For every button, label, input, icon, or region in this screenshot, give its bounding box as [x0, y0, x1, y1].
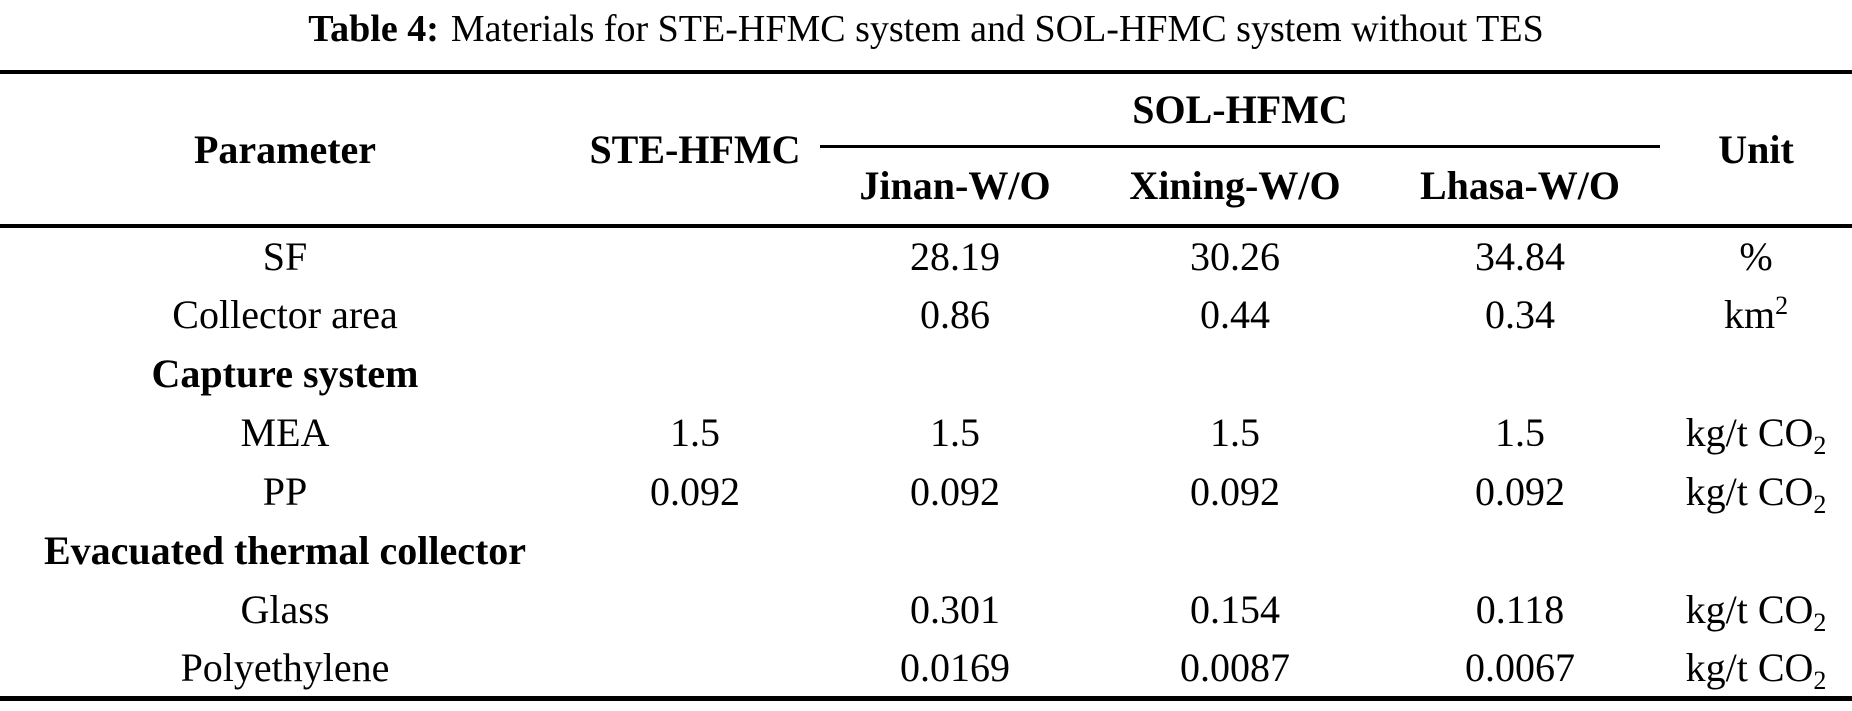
lhasa-value: 1.5 [1495, 410, 1545, 455]
unit-cell: % [1660, 226, 1852, 285]
section-header-cell: Capture system [151, 351, 419, 396]
ste-hfmc-value [570, 580, 820, 639]
xining-value: 0.44 [1200, 292, 1270, 337]
col-header-xining-wo: Xining-W/O [1090, 146, 1380, 228]
col-header-ste-hfmc: STE-HFMC [570, 72, 820, 228]
xining-value: 0.154 [1190, 587, 1280, 632]
unit-subscript: 2 [1813, 665, 1827, 695]
xining-value: 0.092 [1190, 469, 1280, 514]
jinan-value: 0.301 [910, 587, 1000, 632]
lhasa-value: 34.84 [1475, 234, 1565, 279]
unit-cell: kg/t CO2 [1660, 639, 1852, 698]
unit-subscript: 2 [1813, 431, 1827, 460]
table-row: Glass 0.301 0.154 0.118 kg/t CO2 [0, 580, 1852, 639]
parameter-cell: Polyethylene [180, 644, 390, 690]
unit-base: % [1739, 234, 1773, 279]
xining-value: 30.26 [1190, 234, 1280, 279]
materials-table: Parameter STE-HFMC SOL-HFMC Unit Jinan-W… [0, 70, 1852, 701]
unit-base: kg/t CO [1685, 644, 1814, 690]
ste-hfmc-value [570, 639, 820, 698]
header-row-group: Parameter STE-HFMC SOL-HFMC Unit [0, 72, 1852, 228]
unit-cell: kg/t CO2 [1660, 462, 1852, 521]
unit-subscript: 2 [1813, 608, 1827, 637]
table-row-section: Capture system [0, 344, 1852, 403]
lhasa-value: 0.118 [1475, 587, 1565, 632]
unit-cell [1660, 521, 1852, 580]
ste-hfmc-value [570, 285, 820, 344]
ste-hfmc-value [570, 344, 820, 403]
xining-value: 1.5 [1210, 410, 1260, 455]
table-row: SF 28.19 30.26 34.84 % [0, 226, 1852, 285]
jinan-value [820, 521, 1090, 580]
lhasa-value: 0.34 [1485, 292, 1555, 337]
unit-cell: kg/t CO2 [1660, 580, 1852, 639]
lhasa-value [1380, 344, 1660, 403]
jinan-value: 0.0169 [900, 644, 1010, 690]
ste-hfmc-value: 0.092 [650, 469, 740, 514]
jinan-value: 0.86 [920, 292, 990, 337]
unit-subscript: 2 [1813, 490, 1827, 519]
unit-base: kg/t CO [1685, 469, 1814, 514]
unit-cell: kg/t CO2 [1660, 403, 1852, 462]
jinan-value [820, 344, 1090, 403]
table-row: MEA 1.5 1.5 1.5 1.5 kg/t CO2 [0, 403, 1852, 462]
unit-cell [1660, 344, 1852, 403]
ste-hfmc-value [570, 226, 820, 285]
ste-hfmc-value: 1.5 [670, 410, 720, 455]
jinan-value: 28.19 [910, 234, 1000, 279]
unit-base: kg/t CO [1685, 587, 1814, 632]
table-caption: Table 4: Materials for STE-HFMC system an… [0, 0, 1852, 58]
table-row: PP 0.092 0.092 0.092 0.092 kg/t CO2 [0, 462, 1852, 521]
table-header: Parameter STE-HFMC SOL-HFMC Unit Jinan-W… [0, 72, 1852, 228]
col-header-sol-hfmc-group: SOL-HFMC [820, 72, 1661, 148]
table-caption-text: Materials for STE-HFMC system and SOL-HF… [450, 8, 1544, 50]
col-header-unit: Unit [1660, 72, 1852, 228]
col-header-lhasa-wo: Lhasa-W/O [1380, 146, 1661, 228]
section-header-cell: Evacuated thermal collector [43, 528, 527, 573]
ste-hfmc-value [570, 521, 820, 580]
col-header-jinan-wo: Jinan-W/O [820, 146, 1090, 228]
table-row-section: Evacuated thermal collector [0, 521, 1852, 580]
xining-value [1090, 344, 1380, 403]
lhasa-value: 0.092 [1475, 469, 1565, 514]
unit-base: km [1723, 292, 1776, 337]
unit-base: kg/t CO [1685, 410, 1814, 455]
parameter-cell: Collector area [172, 292, 398, 337]
unit-cell: km2 [1660, 285, 1852, 344]
jinan-value: 0.092 [910, 469, 1000, 514]
xining-value: 0.0087 [1180, 644, 1290, 690]
parameter-cell: SF [262, 234, 308, 279]
jinan-value: 1.5 [930, 410, 980, 455]
unit-superscript: 2 [1775, 291, 1789, 320]
table-body: SF 28.19 30.26 34.84 % Collector area 0.… [0, 226, 1852, 698]
xining-value [1090, 521, 1380, 580]
table-row: Polyethylene 0.0169 0.0087 0.0067 kg/t C… [0, 639, 1852, 698]
parameter-cell: Glass [240, 587, 330, 632]
lhasa-value [1380, 521, 1660, 580]
parameter-cell: MEA [240, 410, 330, 455]
table-row: Collector area 0.86 0.44 0.34 km2 [0, 285, 1852, 344]
parameter-cell: PP [262, 469, 308, 514]
table-caption-label: Table 4: [308, 8, 439, 50]
lhasa-value: 0.0067 [1465, 644, 1575, 690]
header-row-sub: Jinan-W/O Xining-W/O Lhasa-W/O [0, 146, 1852, 228]
col-header-parameter: Parameter [0, 72, 570, 228]
